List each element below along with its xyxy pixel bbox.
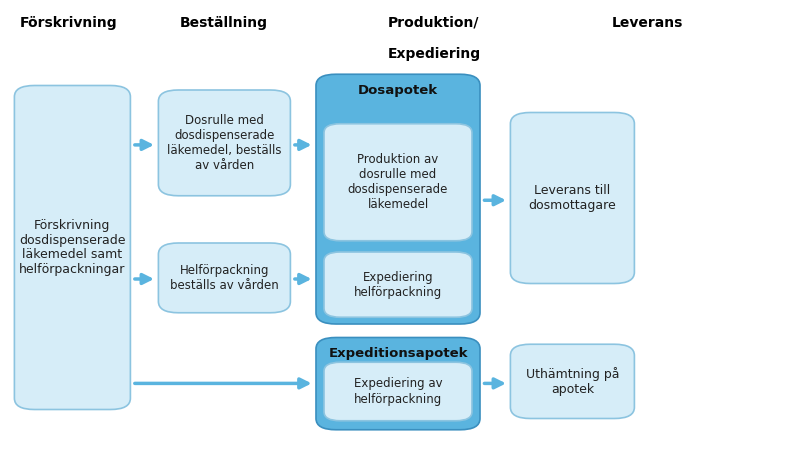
Text: Dosapotek: Dosapotek [358, 84, 438, 97]
Text: Beställning: Beställning [180, 16, 268, 30]
Text: Förskrivning
dosdispenserade
läkemedel samt
helförpackningar: Förskrivning dosdispenserade läkemedel s… [19, 219, 126, 276]
Text: Dosrulle med
dosdispenserade
läkemedel, beställs
av vården: Dosrulle med dosdispenserade läkemedel, … [167, 114, 282, 172]
Text: Helförpackning
beställs av vården: Helförpackning beställs av vården [170, 264, 278, 292]
Text: Expediering
helförpackning: Expediering helförpackning [354, 270, 442, 299]
FancyBboxPatch shape [510, 112, 634, 284]
FancyBboxPatch shape [316, 338, 480, 430]
FancyBboxPatch shape [14, 86, 130, 410]
Text: Leverans: Leverans [612, 16, 683, 30]
Text: Leverans till
dosmottagare: Leverans till dosmottagare [529, 184, 616, 212]
FancyBboxPatch shape [324, 252, 472, 317]
Text: Förskrivning: Förskrivning [20, 16, 118, 30]
Text: Produktion/: Produktion/ [388, 16, 479, 30]
Text: Expediering av
helförpackning: Expediering av helförpackning [354, 378, 442, 405]
FancyBboxPatch shape [324, 362, 472, 421]
FancyBboxPatch shape [158, 243, 290, 313]
Text: Expediering: Expediering [388, 47, 481, 61]
Text: Uthämtning på
apotek: Uthämtning på apotek [526, 367, 619, 396]
FancyBboxPatch shape [324, 124, 472, 241]
FancyBboxPatch shape [158, 90, 290, 196]
Text: Expeditionsapotek: Expeditionsapotek [328, 347, 468, 360]
Text: Produktion av
dosrulle med
dosdispenserade
läkemedel: Produktion av dosrulle med dosdispensera… [348, 153, 448, 211]
FancyBboxPatch shape [510, 344, 634, 418]
FancyBboxPatch shape [316, 74, 480, 324]
